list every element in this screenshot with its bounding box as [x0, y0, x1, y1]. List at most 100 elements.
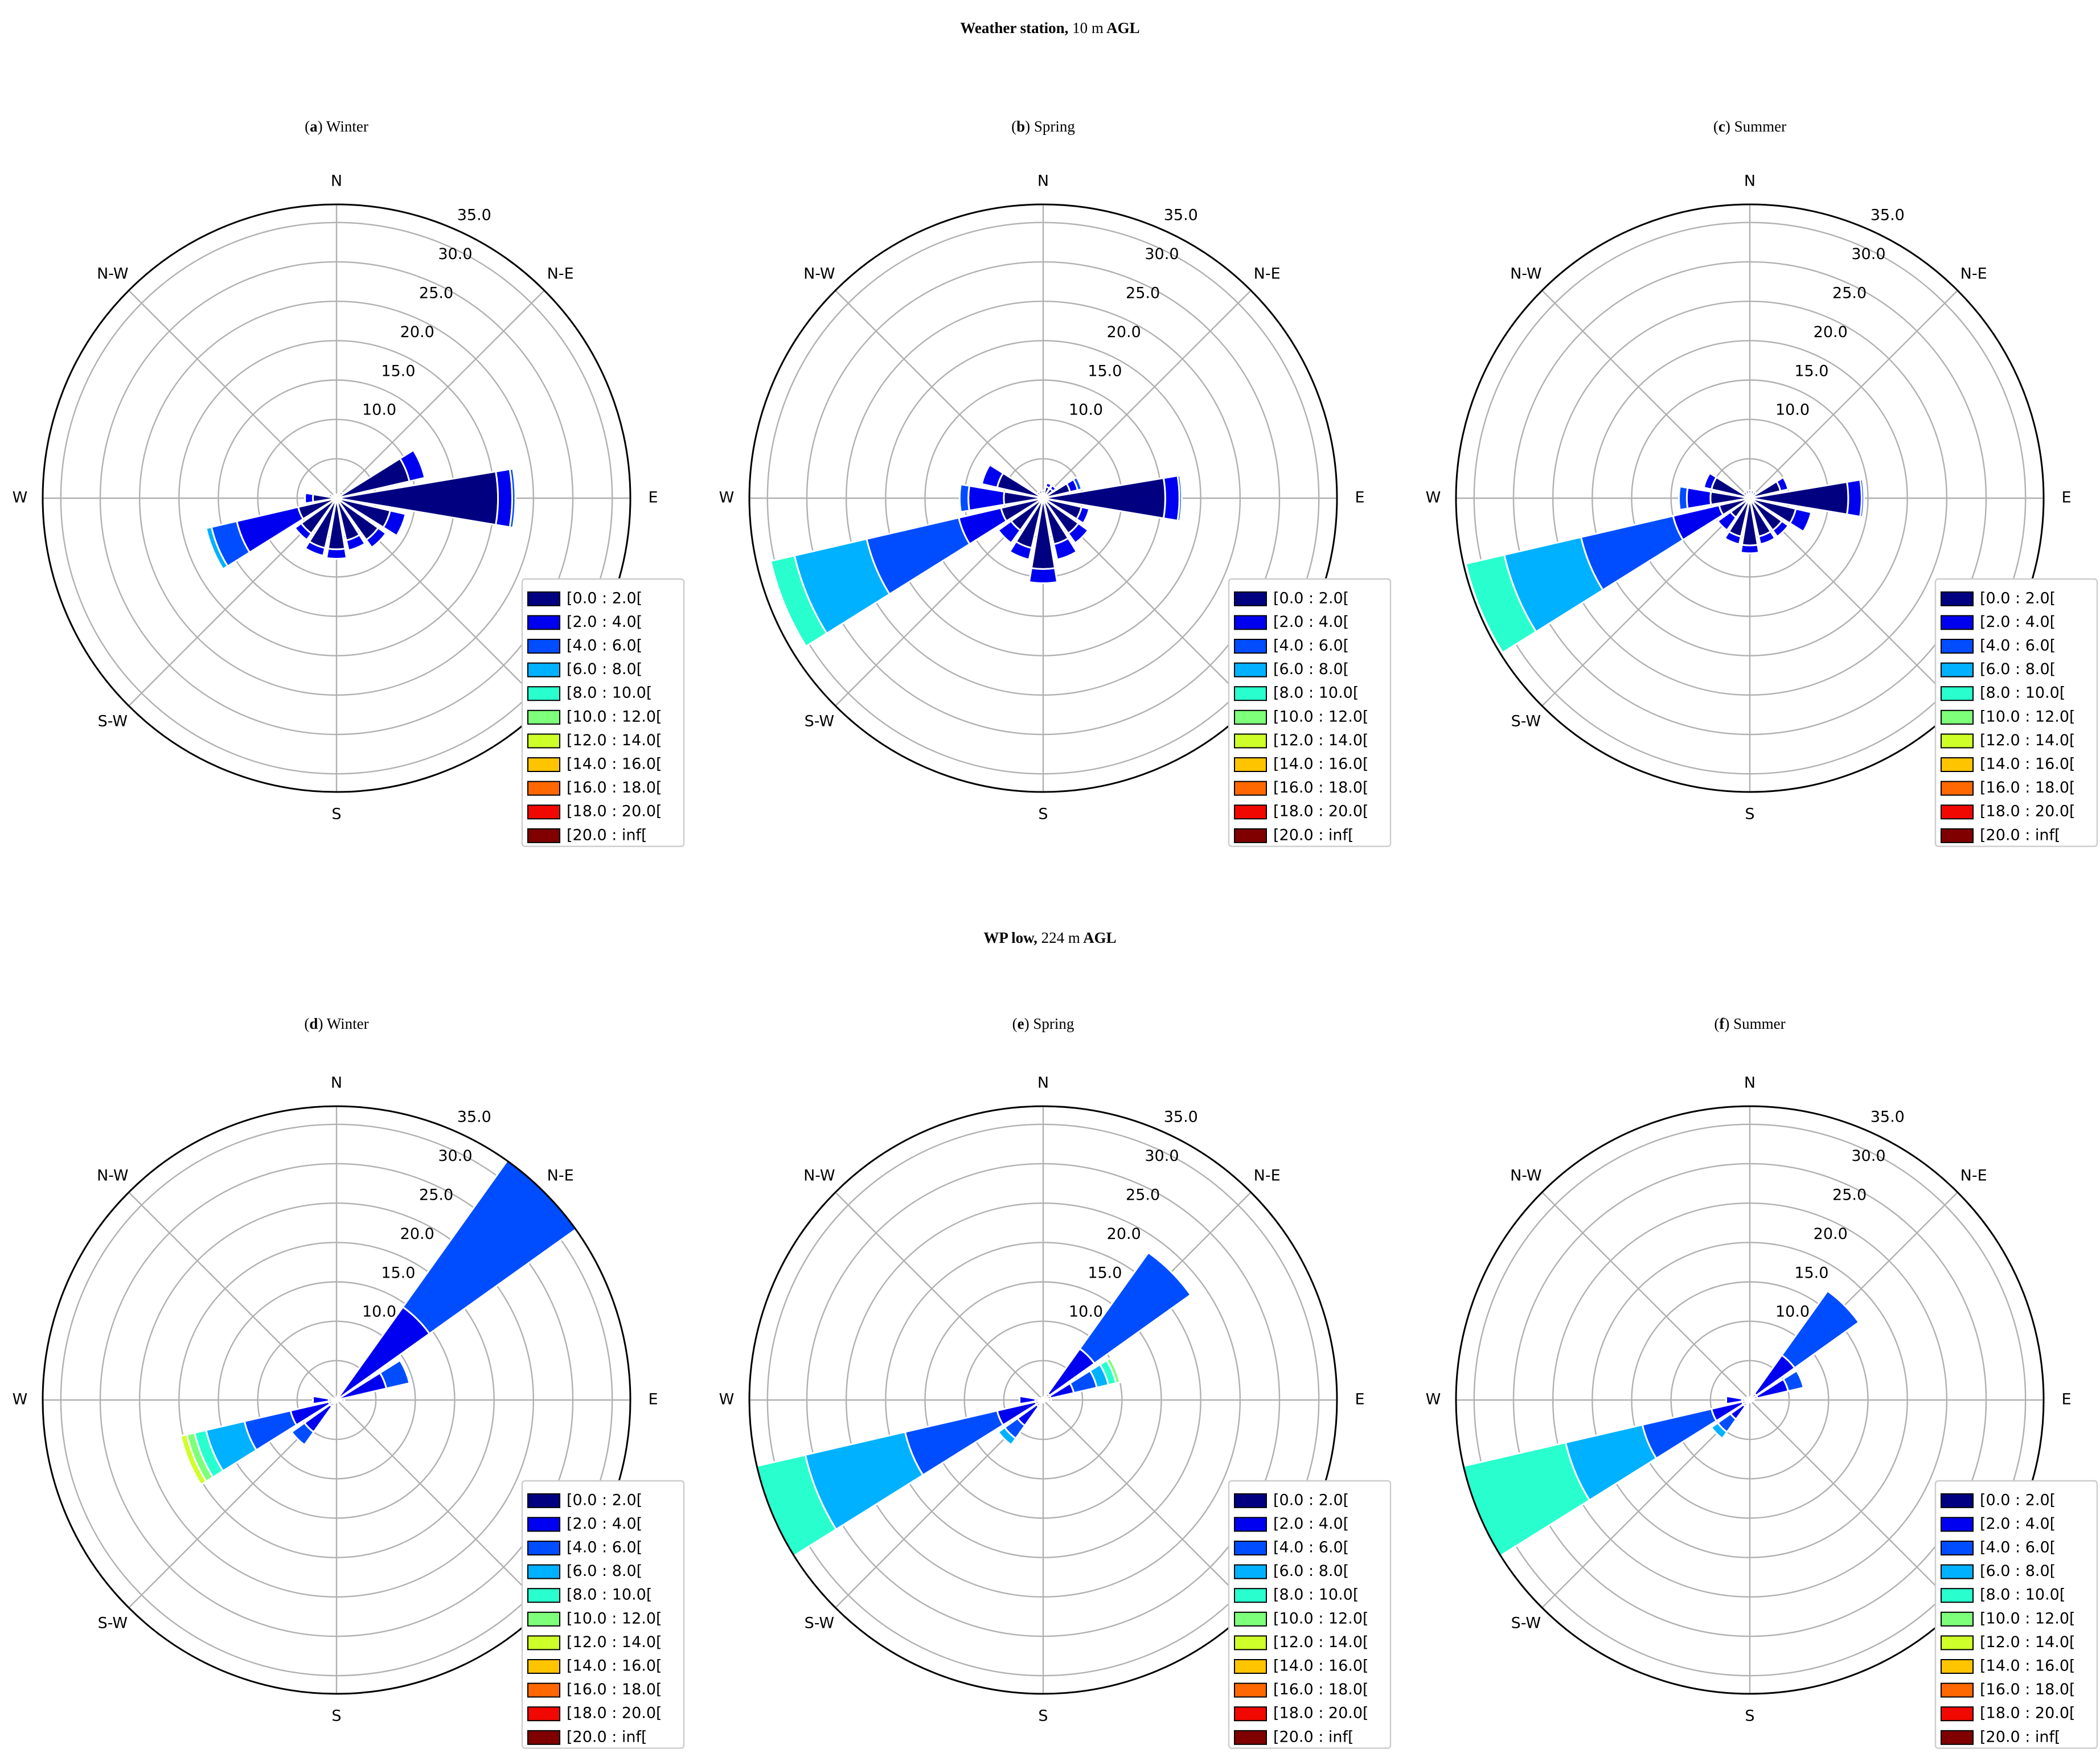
legend-label: [6.0 : 8.0[: [567, 1562, 642, 1580]
direction-label: N: [331, 1074, 342, 1092]
wind-segment: [1723, 530, 1742, 545]
radial-tick-label: 15.0: [381, 1264, 415, 1282]
legend-box: [1934, 578, 2098, 847]
legend-label: [16.0 : 18.0[: [567, 1681, 662, 1698]
direction-label: S: [1038, 806, 1048, 823]
direction-label: N-E: [547, 1167, 574, 1184]
legend-label: [2.0 : 4.0[: [1980, 613, 2056, 631]
windrose-panel: (e) SpringNN-EES-ESS-WWN-W10.015.020.025…: [719, 1015, 1392, 1749]
legend-swatch: [527, 828, 560, 843]
panel-title: (c) Summer: [1713, 118, 1786, 135]
windrose-panel: (c) SummerNN-EES-ESS-WWN-W10.015.020.025…: [1426, 118, 2098, 847]
legend-label: [14.0 : 16.0[: [567, 756, 662, 773]
legend-swatch: [527, 1493, 560, 1508]
legend-swatch: [1234, 1682, 1267, 1698]
legend-swatch: [1234, 1541, 1267, 1555]
legend-label: [20.0 : inf[: [567, 826, 647, 844]
radial-tick-label: 10.0: [1775, 1303, 1810, 1321]
legend-label: [18.0 : 20.0[: [567, 803, 662, 820]
legend-label: [8.0 : 10.0[: [567, 1586, 652, 1604]
legend-label: [4.0 : 6.0[: [567, 637, 642, 655]
legend-swatch: [527, 1588, 560, 1603]
radial-tick-label: 30.0: [1851, 1147, 1885, 1165]
legend-swatch: [1941, 686, 1974, 701]
direction-label: N-E: [1960, 265, 1987, 282]
legend-box: [521, 1480, 685, 1749]
legend-label: [4.0 : 6.0[: [1980, 1539, 2056, 1557]
radial-tick-label: 35.0: [1164, 207, 1198, 224]
legend-swatch: [1941, 1682, 1974, 1698]
panel-title: (e) Spring: [1012, 1015, 1074, 1032]
legend-label: [20.0 : inf[: [1273, 1728, 1354, 1746]
legend-label: [0.0 : 2.0[: [567, 589, 642, 607]
wind-segment: [1028, 567, 1059, 584]
radial-tick-label: 25.0: [1832, 1186, 1867, 1204]
legend-label: [14.0 : 16.0[: [1273, 756, 1369, 773]
direction-label: N-W: [803, 1167, 835, 1184]
legend-label: [12.0 : 14.0[: [1980, 732, 2076, 749]
radial-tick-label: 30.0: [438, 245, 472, 263]
direction-label: N-W: [97, 1167, 129, 1184]
wind-segment: [293, 522, 313, 541]
legend-label: [14.0 : 16.0[: [1980, 756, 2076, 773]
wind-segment: [1052, 537, 1078, 561]
direction-label: S: [331, 806, 341, 823]
legend-label: [0.0 : 2.0[: [1980, 1491, 2056, 1509]
direction-label: S-W: [805, 1615, 834, 1632]
grid-spoke: [835, 1192, 1044, 1401]
legend-swatch: [1234, 1659, 1267, 1674]
legend-swatch: [1941, 1635, 1974, 1651]
grid-spoke: [128, 1192, 337, 1401]
legend-swatch: [527, 686, 560, 701]
radial-tick-label: 20.0: [1107, 323, 1141, 341]
legend-swatch: [1234, 591, 1267, 606]
legend-label: [4.0 : 6.0[: [1273, 1539, 1349, 1557]
wind-segment: [205, 526, 229, 570]
radial-tick-label: 15.0: [1794, 362, 1828, 380]
legend-label: [0.0 : 2.0[: [567, 1491, 642, 1509]
legend-label: [18.0 : 20.0[: [1980, 803, 2076, 820]
wind-segment: [1678, 485, 1689, 511]
legend-label: [20.0 : inf[: [1273, 826, 1354, 844]
legend-label: [6.0 : 8.0[: [1273, 660, 1349, 678]
legend-swatch: [1234, 781, 1267, 796]
windrose-panel: (b) SpringNN-EES-ESS-WWN-W10.015.020.025…: [719, 118, 1392, 847]
legend-swatch: [1941, 733, 1974, 749]
legend-swatch: [1941, 1517, 1974, 1532]
wind-segment: [1789, 507, 1812, 533]
legend-swatch: [1941, 615, 1974, 630]
grid-spoke: [1043, 1399, 1252, 1608]
legend-label: [12.0 : 14.0[: [567, 1633, 662, 1651]
direction-label: N-W: [97, 265, 129, 282]
legend-label: [10.0 : 12.0[: [1273, 1610, 1369, 1627]
legend-label: [12.0 : 14.0[: [1273, 1633, 1369, 1651]
legend-swatch: [527, 1682, 560, 1698]
direction-label: N: [1744, 1074, 1756, 1092]
wind-segment: [1176, 474, 1183, 522]
bars: [1457, 1290, 1860, 1560]
legend-label: [0.0 : 2.0[: [1980, 589, 2056, 607]
radial-tick-label: 25.0: [1832, 284, 1867, 302]
wind-segment: [1037, 489, 1044, 499]
direction-label: W: [1426, 489, 1441, 507]
legend-swatch: [1941, 757, 1974, 772]
legend-swatch: [1234, 1706, 1267, 1722]
legend-label: [2.0 : 4.0[: [567, 613, 642, 631]
legend-label: [4.0 : 6.0[: [1980, 637, 2056, 655]
wind-segment: [1703, 471, 1718, 491]
wind-segment: [1162, 474, 1180, 522]
radial-tick-label: 15.0: [1088, 362, 1122, 380]
wind-segment: [1457, 1441, 1591, 1560]
legend-label: [2.0 : 4.0[: [1273, 613, 1349, 631]
radial-tick-label: 10.0: [362, 401, 396, 419]
radial-tick-label: 25.0: [419, 284, 453, 302]
wind-segment: [1716, 511, 1737, 532]
legend-label: [14.0 : 16.0[: [567, 1657, 662, 1675]
wind-segment: [325, 547, 348, 560]
legend-swatch: [1941, 1564, 1974, 1579]
legend-label: [18.0 : 20.0[: [1273, 1705, 1369, 1722]
legend-swatch: [1234, 709, 1267, 725]
direction-label: N: [1037, 173, 1049, 190]
wind-segment: [1845, 478, 1863, 518]
